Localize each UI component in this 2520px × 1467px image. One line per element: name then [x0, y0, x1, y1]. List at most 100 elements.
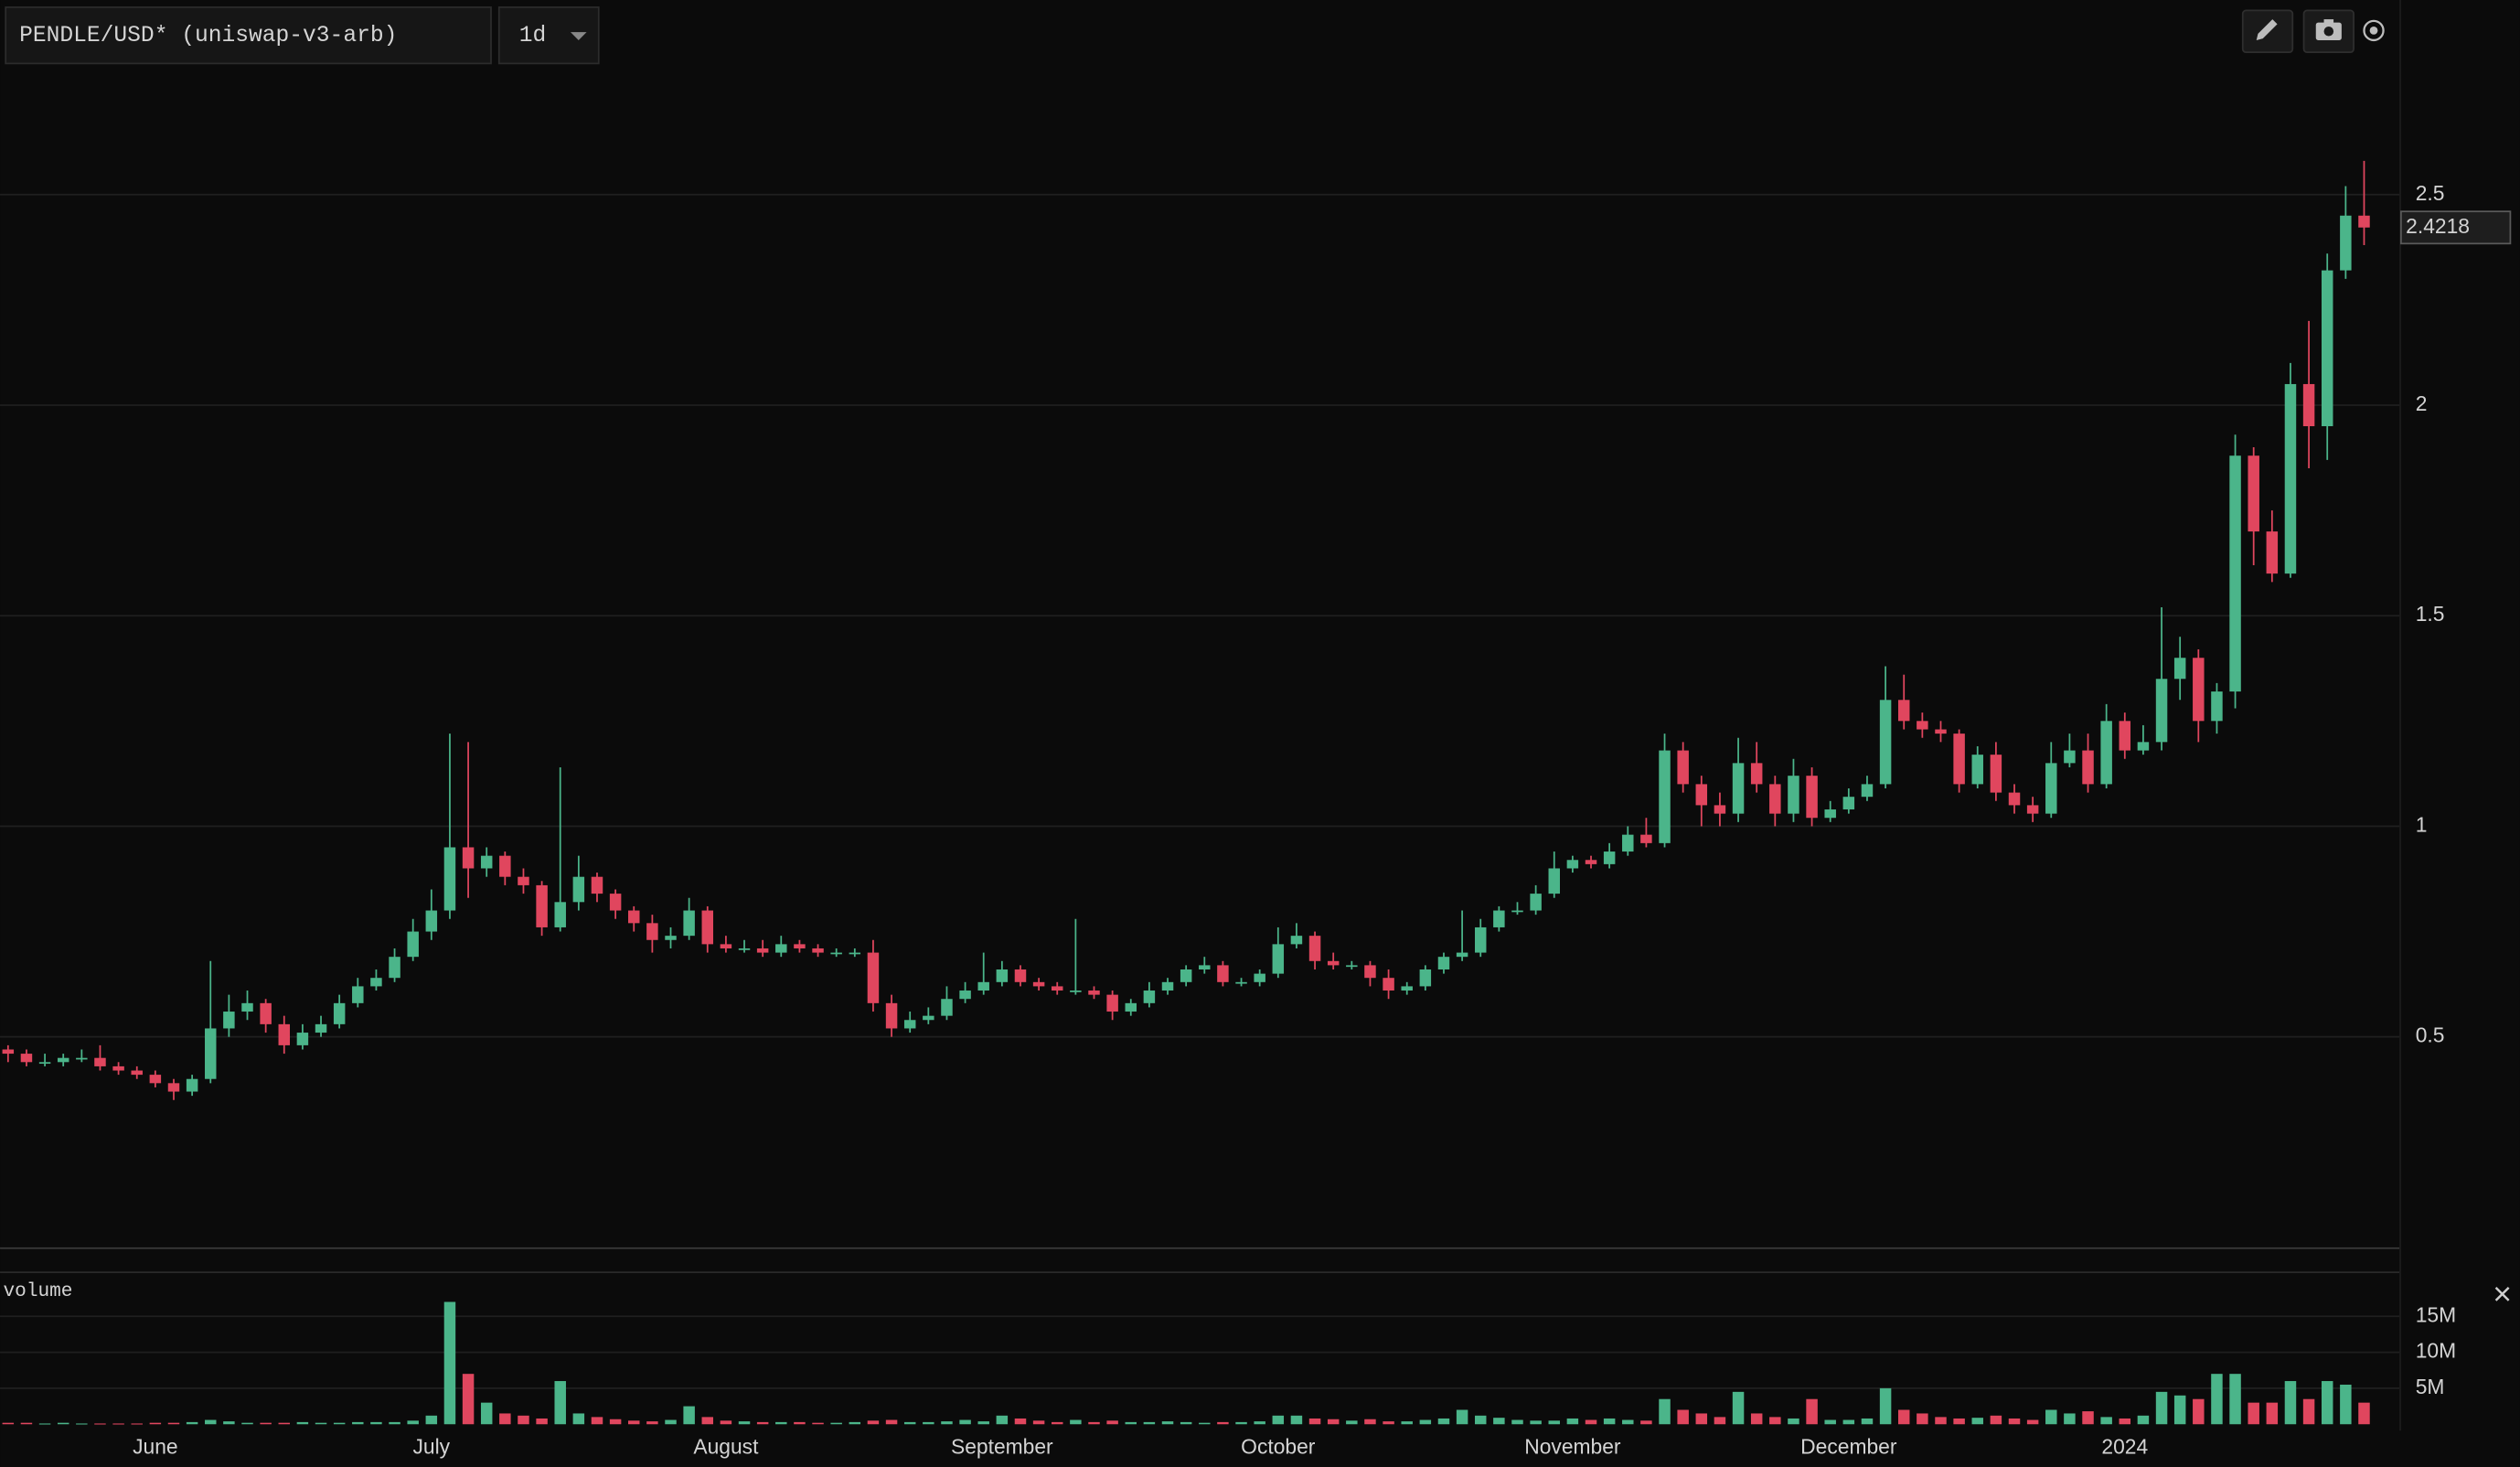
volume-bar — [2155, 1391, 2168, 1425]
x-tick-label: August — [693, 1435, 759, 1459]
volume-bar — [2229, 1374, 2241, 1425]
volume-bar — [1014, 1418, 1027, 1425]
y-tick-label: 10M — [2416, 1339, 2456, 1363]
volume-bar — [996, 1415, 1009, 1425]
interval-label[interactable]: 1d — [519, 24, 547, 48]
target-dot — [2369, 27, 2378, 35]
volume-bar — [2026, 1419, 2039, 1425]
candle-body — [1566, 860, 1579, 869]
volume-bar — [1161, 1421, 1174, 1425]
candle-body — [1180, 969, 1192, 982]
candle-body — [1401, 986, 1413, 991]
volume-bar — [1217, 1421, 1229, 1425]
y-tick-label: 1.5 — [2416, 602, 2445, 626]
candle-body — [1308, 936, 1321, 961]
candle-body — [205, 1028, 217, 1079]
volume-bar — [167, 1422, 180, 1425]
candle-body — [1750, 763, 1763, 785]
candle-body — [2321, 270, 2333, 426]
volume-bar — [296, 1421, 309, 1425]
target-button[interactable] — [2363, 19, 2385, 42]
candle-body — [241, 1002, 253, 1012]
volume-bar — [1769, 1417, 1781, 1425]
candle-body — [2137, 742, 2150, 751]
candle-body — [1383, 978, 1394, 991]
candle-body — [1419, 969, 1432, 987]
volume-bar — [1990, 1415, 2002, 1425]
candle-body — [1861, 784, 1874, 798]
volume-bar — [278, 1422, 291, 1425]
volume-bar — [186, 1421, 198, 1425]
volume-bar — [1032, 1420, 1045, 1425]
candle-body — [1953, 734, 1965, 785]
volume-bar — [665, 1419, 677, 1425]
close-volume-button[interactable] — [2494, 1286, 2510, 1301]
interval-select[interactable] — [497, 6, 600, 65]
volume-bar — [1419, 1419, 1432, 1425]
candle-body — [2340, 215, 2352, 271]
candle-body — [554, 902, 566, 927]
volume-bar — [1474, 1415, 1487, 1425]
candle-body — [1842, 797, 1855, 810]
x-tick-label: September — [951, 1435, 1053, 1459]
candle-body — [480, 855, 493, 869]
volume-bar — [1493, 1418, 1505, 1425]
volume-bar — [609, 1419, 622, 1425]
candle-body — [2026, 805, 2039, 814]
candle-body — [333, 1002, 346, 1024]
candle-body — [389, 957, 400, 979]
y-tick-label: 1 — [2416, 812, 2428, 836]
volume-bar — [223, 1421, 235, 1425]
candle-body — [1474, 926, 1487, 953]
volume-bar — [57, 1422, 69, 1425]
candle-body — [2045, 763, 2057, 814]
pencil-icon — [2256, 19, 2278, 40]
x-tick-label: November — [1524, 1435, 1621, 1459]
candle-body — [499, 855, 511, 877]
candle-body — [462, 847, 475, 869]
volume-bar — [2082, 1411, 2094, 1425]
candle-body — [2119, 721, 2131, 751]
volume-bar — [959, 1419, 971, 1425]
volume-bar — [443, 1301, 456, 1425]
candle-body — [1897, 700, 1910, 722]
volume-bar — [1437, 1418, 1450, 1425]
volume-bar — [480, 1402, 493, 1425]
y-tick-label: 15M — [2416, 1302, 2456, 1326]
x-tick-label: June — [133, 1435, 178, 1459]
x-tick-label: December — [1800, 1435, 1897, 1459]
symbol-title[interactable]: PENDLE/USD* (uniswap-v3-arb) — [19, 24, 397, 48]
volume-bar — [794, 1421, 806, 1425]
volume-bar — [2266, 1402, 2279, 1425]
volume-bar — [1861, 1418, 1874, 1425]
volume-bar — [849, 1421, 861, 1425]
candle-body — [296, 1033, 309, 1045]
candle-body — [149, 1075, 162, 1084]
volume-bar — [2137, 1415, 2150, 1425]
x-tick-label: July — [413, 1435, 451, 1459]
candle-body — [1511, 910, 1523, 913]
volume-bar — [518, 1415, 529, 1425]
volume-bar — [407, 1420, 419, 1425]
candle-body — [1879, 700, 1892, 785]
candle-body — [260, 1002, 272, 1024]
volume-bar — [1548, 1420, 1560, 1425]
volume-bar — [1953, 1418, 1965, 1425]
symbol-box[interactable] — [5, 6, 492, 65]
candle-body — [1217, 965, 1229, 982]
volume-bar — [1750, 1413, 1763, 1425]
candle-body — [2302, 383, 2315, 426]
volume-bar — [2284, 1381, 2297, 1425]
volume-bar — [1640, 1420, 1652, 1425]
candle-body — [885, 1002, 898, 1029]
volume-bar — [315, 1422, 327, 1425]
candle-body — [1659, 750, 1671, 843]
volume-bar — [1695, 1413, 1708, 1425]
volume-bar — [76, 1423, 88, 1425]
volume-bar — [1254, 1421, 1265, 1425]
volume-bar — [462, 1374, 475, 1425]
volume-bar — [1714, 1417, 1726, 1425]
candle-body — [76, 1057, 88, 1060]
candle-body — [867, 952, 880, 1003]
volume-bar — [370, 1421, 382, 1425]
